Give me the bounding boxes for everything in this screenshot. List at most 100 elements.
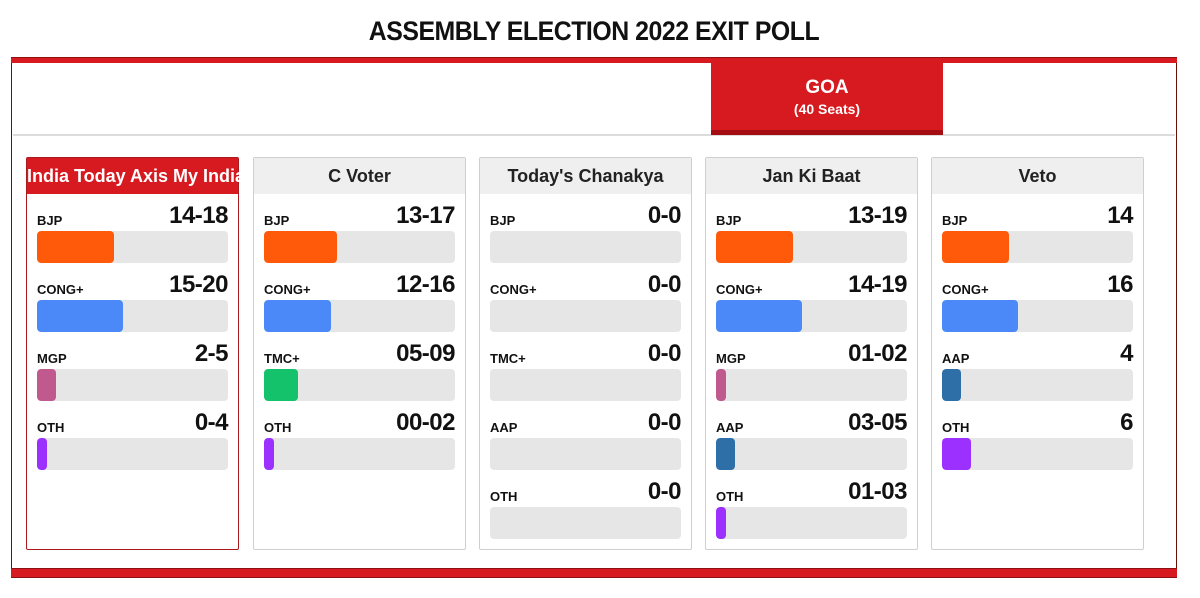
bar-track	[716, 507, 907, 539]
bar-fill	[264, 231, 337, 263]
party-row: MGP 01-02	[716, 332, 907, 401]
bar-track	[490, 300, 681, 332]
pollster-name: India Today Axis My India	[27, 158, 245, 194]
seat-projection: 13-19	[848, 202, 907, 229]
pollster-name: Veto	[932, 158, 1143, 194]
party-label: MGP	[37, 351, 67, 366]
tab-state-label: GOA	[805, 77, 849, 98]
bar-track	[490, 231, 681, 263]
tab-seats-label: (40 Seats)	[793, 101, 861, 117]
party-label: OTH	[490, 489, 518, 504]
seat-projection: 4	[1120, 340, 1133, 367]
party-row: BJP 13-17	[264, 194, 455, 263]
bar-fill	[264, 300, 331, 332]
party-row: CONG+ 0-0	[490, 263, 682, 332]
party-label: OTH	[716, 489, 744, 504]
party-row: OTH 0-0	[490, 470, 682, 539]
pollster-card: Jan Ki Baat BJP 13-19 CONG+ 14-19 MGP 01-02 AAP…	[705, 157, 918, 550]
bar-fill	[37, 438, 47, 470]
seat-projection: 13-17	[396, 202, 455, 229]
pollster-name: C Voter	[254, 158, 465, 194]
bar-track	[716, 231, 907, 263]
party-row: BJP 14-18	[37, 194, 228, 263]
bar-track	[264, 369, 455, 401]
bar-track	[942, 369, 1133, 401]
party-label: MGP	[716, 351, 746, 366]
poll-frame	[11, 57, 1177, 577]
seat-projection: 14-18	[169, 202, 228, 229]
seat-projection: 12-16	[396, 271, 455, 298]
bar-fill	[716, 438, 736, 470]
seat-projection: 0-0	[647, 271, 682, 298]
pollster-card: C Voter BJP 13-17 CONG+ 12-16 TMC+ 05-09 OTH 00-…	[253, 157, 466, 550]
bar-fill	[942, 300, 1019, 332]
party-label: TMC+	[490, 351, 526, 366]
seat-projection: 16	[1107, 271, 1133, 298]
party-label: CONG+	[490, 282, 537, 297]
seat-projection: 6	[1120, 409, 1133, 436]
party-label: AAP	[490, 420, 518, 435]
seat-projection: 15-20	[169, 271, 228, 298]
bar-fill	[942, 438, 971, 470]
pollster-card: Today's Chanakya BJP 0-0 CONG+ 0-0 TMC+ 0-0 AAP…	[479, 157, 692, 550]
party-row: AAP 4	[942, 332, 1133, 401]
seat-projection: 0-0	[647, 478, 682, 505]
party-label: BJP	[716, 213, 742, 228]
party-row: CONG+ 14-19	[716, 263, 907, 332]
party-label: AAP	[716, 420, 744, 435]
bar-track	[37, 231, 228, 263]
tab-divider	[13, 134, 1175, 136]
party-label: BJP	[490, 213, 516, 228]
party-row: CONG+ 12-16	[264, 263, 455, 332]
bar-fill	[37, 369, 57, 401]
seat-projection: 0-4	[194, 409, 229, 436]
seat-projection: 14-19	[848, 271, 907, 298]
party-row: MGP 2-5	[37, 332, 229, 401]
seat-projection: 00-02	[396, 409, 455, 436]
party-label: CONG+	[942, 282, 989, 297]
bar-track	[490, 438, 681, 470]
bottom-red-bar	[11, 568, 1177, 578]
party-row: AAP 0-0	[490, 401, 682, 470]
party-label: OTH	[942, 420, 970, 435]
bar-track	[264, 231, 455, 263]
seat-projection: 01-02	[848, 340, 907, 367]
party-label: CONG+	[264, 282, 311, 297]
party-row: OTH 01-03	[716, 470, 907, 539]
bar-track	[37, 438, 228, 470]
seat-projection: 05-09	[396, 340, 455, 367]
pollster-card: India Today Axis My India BJP 14-18 CONG+ 15…	[26, 157, 245, 550]
pollster-name: Today's Chanakya	[480, 158, 691, 194]
bar-track	[37, 300, 228, 332]
party-row: AAP 03-05	[716, 401, 907, 470]
pollster-card: Veto BJP 14 CONG+ 16 AAP 4 OTH 6	[931, 157, 1144, 550]
bar-fill	[264, 369, 299, 401]
party-label: BJP	[37, 213, 63, 228]
party-label: TMC+	[264, 351, 300, 366]
party-label: CONG+	[37, 282, 84, 297]
tab-goa[interactable]: GOA (40 Seats)	[711, 63, 943, 135]
bar-fill	[716, 507, 726, 539]
bar-track	[716, 438, 907, 470]
bar-track	[942, 300, 1133, 332]
pollster-name: Jan Ki Baat	[706, 158, 917, 194]
bar-fill	[716, 369, 726, 401]
bar-fill	[264, 438, 274, 470]
party-row: OTH 6	[942, 401, 1133, 470]
party-label: BJP	[942, 213, 968, 228]
seat-projection: 0-0	[647, 409, 682, 436]
seat-projection: 01-03	[848, 478, 907, 505]
seat-projection: 14	[1107, 202, 1133, 229]
bar-fill	[942, 369, 962, 401]
bar-track	[264, 438, 455, 470]
bar-fill	[716, 231, 794, 263]
party-row: TMC+ 0-0	[490, 332, 682, 401]
seat-projection: 0-0	[647, 340, 682, 367]
party-row: BJP 14	[942, 194, 1133, 263]
bar-track	[716, 369, 907, 401]
bar-track	[942, 438, 1133, 470]
bar-fill	[37, 231, 115, 263]
party-label: OTH	[264, 420, 292, 435]
bar-fill	[942, 231, 1009, 263]
party-row: CONG+ 15-20	[37, 263, 228, 332]
